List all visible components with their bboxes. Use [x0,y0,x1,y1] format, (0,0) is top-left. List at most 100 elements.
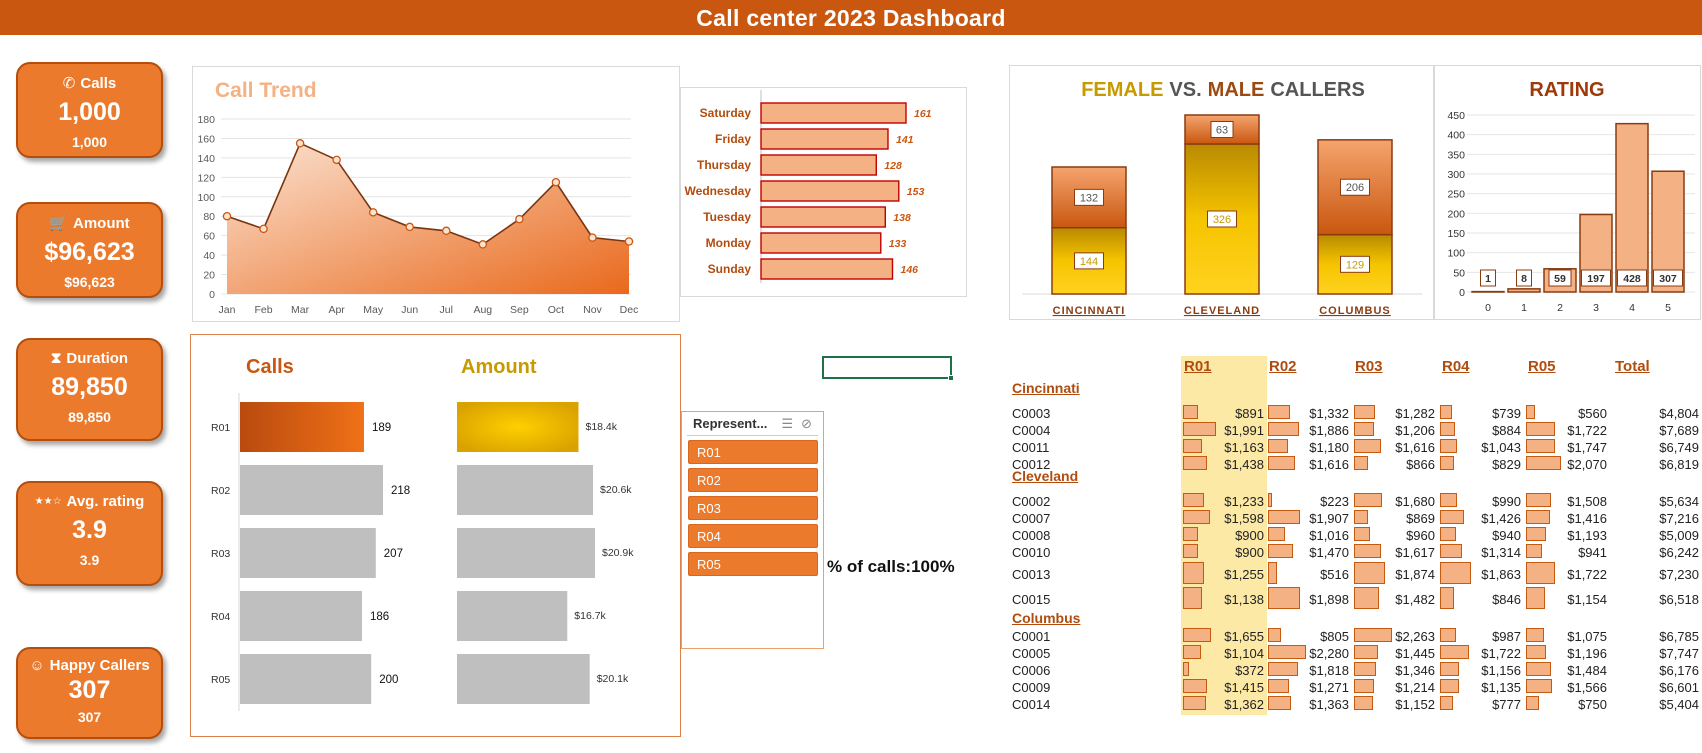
table-header-r02[interactable]: R02 [1269,358,1297,375]
weekday-bar-friday [760,128,889,150]
data-bar [1183,679,1207,693]
multi-select-icon[interactable]: ☰ [781,415,794,431]
table-cell-value: $372 [1235,663,1264,678]
trend-xtick: Dec [620,304,639,316]
data-bar [1440,696,1453,710]
trend-point-sep [515,214,524,224]
rep-amount-bar-r02 [457,465,594,515]
data-bar [1354,405,1376,419]
table-cell-value: $1,180 [1309,440,1349,455]
data-bar [1183,562,1204,584]
table-row-total: $6,242 [1659,545,1699,560]
kpi-happy-card: ☺ Happy Callers 307 307 [16,647,163,739]
data-bar [1183,422,1217,436]
data-bar [1354,628,1392,642]
table-header-total[interactable]: Total [1615,358,1650,375]
rep-amount-value: $20.1k [597,673,629,685]
table-header-r05[interactable]: R05 [1528,358,1556,375]
table-cell-value: $1,616 [1309,457,1349,472]
gender-data-label-box [1207,210,1237,228]
rating-data-label-box [1548,269,1572,287]
data-bar [1440,562,1472,584]
gender-data-label-box [1340,178,1370,196]
rep-label: R05 [211,674,230,686]
kpi-amount-value: $96,623 [44,238,135,266]
table-cell-value: $223 [1320,494,1349,509]
slicer-item-r05[interactable]: R05 [688,552,818,576]
customer-id: C0008 [1012,528,1051,543]
data-bar [1354,662,1377,676]
table-row: C0015 $1,138 $1,898 $1,482 $846 $1,154 $6,518 [1011,587,1701,609]
rep-calls-bar-r03 [240,528,376,578]
rating-xtick: 4 [1629,302,1635,314]
table-group-cincinnati[interactable]: Cincinnati [1012,380,1080,396]
data-bar [1183,696,1206,710]
table-cell-value: $1,214 [1395,680,1435,695]
rating-data-label-box [1581,269,1611,287]
rating-bar-1 [1507,288,1541,293]
table-cell-value: $1,722 [1567,567,1607,582]
data-bar [1526,544,1542,558]
data-bar [1183,628,1211,642]
gender-category-label: CLEVELAND [1184,305,1260,317]
gender-chart: FEMALE VS. MALE CALLERS 144 132 CINCINNATI 326… [1022,79,1422,317]
table-header-r01[interactable]: R01 [1184,358,1212,375]
kpi-calls-sub: 1,000 [71,134,108,150]
data-bar [1354,422,1375,436]
rating-data-label-box [1617,269,1647,287]
table-row-total: $4,804 [1659,406,1699,421]
table-header-r04[interactable]: R04 [1442,358,1470,375]
trend-xtick: Oct [548,304,564,316]
rep-label: R03 [211,548,230,560]
data-bar [1268,456,1295,470]
trend-ytick: 0 [209,289,215,301]
table-cell-value: $1,907 [1309,511,1349,526]
table-group-columbus[interactable]: Columbus [1012,610,1081,626]
gender-data-label-box [1074,252,1104,270]
table-cell-value: $1,206 [1395,423,1435,438]
data-bar [1526,645,1546,659]
slicer-item-r02[interactable]: R02 [688,468,818,492]
slicer-item-r01[interactable]: R01 [688,440,818,464]
table-group-cleveland[interactable]: Cleveland [1012,468,1079,484]
data-bar [1440,510,1464,524]
data-bar [1268,662,1299,676]
clear-filter-icon[interactable]: ⊘ [801,415,812,431]
slicer-item-r03[interactable]: R03 [688,496,818,520]
cart-icon: 🛒 [49,215,69,232]
data-bar [1268,544,1293,558]
data-bar [1526,562,1555,584]
table-cell-value: $2,070 [1567,457,1607,472]
selected-cell[interactable] [822,356,954,381]
table-cell-value: $1,104 [1224,646,1264,661]
stars-icon: ★★☆ [34,496,62,507]
trend-point-feb [259,224,268,234]
weekday-bar-sunday [760,258,894,280]
table-header-r03[interactable]: R03 [1355,358,1383,375]
table-cell-value: $1,416 [1567,511,1607,526]
table-cell-value: $1,271 [1309,680,1349,695]
trend-xtick: Jan [219,304,236,316]
trend-point-mar [295,139,305,148]
table-cell-value: $1,598 [1224,511,1264,526]
data-bar [1440,679,1459,693]
call-trend-panel: Call Trend 0 20 40 60 80 100 120 140 160 180 Jan F… [192,66,680,322]
table-row: C0013 $1,255 $516 $1,874 $1,863 $1,722 $7,230 [1011,562,1701,584]
fill-handle[interactable] [948,375,954,381]
kpi-calls-value: 1,000 [58,98,121,126]
table-cell-value: $750 [1578,697,1607,712]
table-cell-value: $1,747 [1567,440,1607,455]
gender-data-label: 63 [1216,124,1228,136]
table-cell-value: $1,138 [1224,592,1264,607]
table-cell-value: $739 [1492,406,1521,421]
gender-data-label: 326 [1213,214,1231,226]
data-bar [1440,439,1458,453]
slicer-item-r04[interactable]: R04 [688,524,818,548]
data-bar [1354,439,1381,453]
trend-ytick: 120 [197,172,215,184]
data-bar [1268,439,1288,453]
table-row-total: $6,819 [1659,457,1699,472]
table-cell-value: $1,722 [1481,646,1521,661]
table-row-total: $7,747 [1659,646,1699,661]
kpi-duration-card: ⧗ Duration 89,850 89,850 [16,338,163,441]
